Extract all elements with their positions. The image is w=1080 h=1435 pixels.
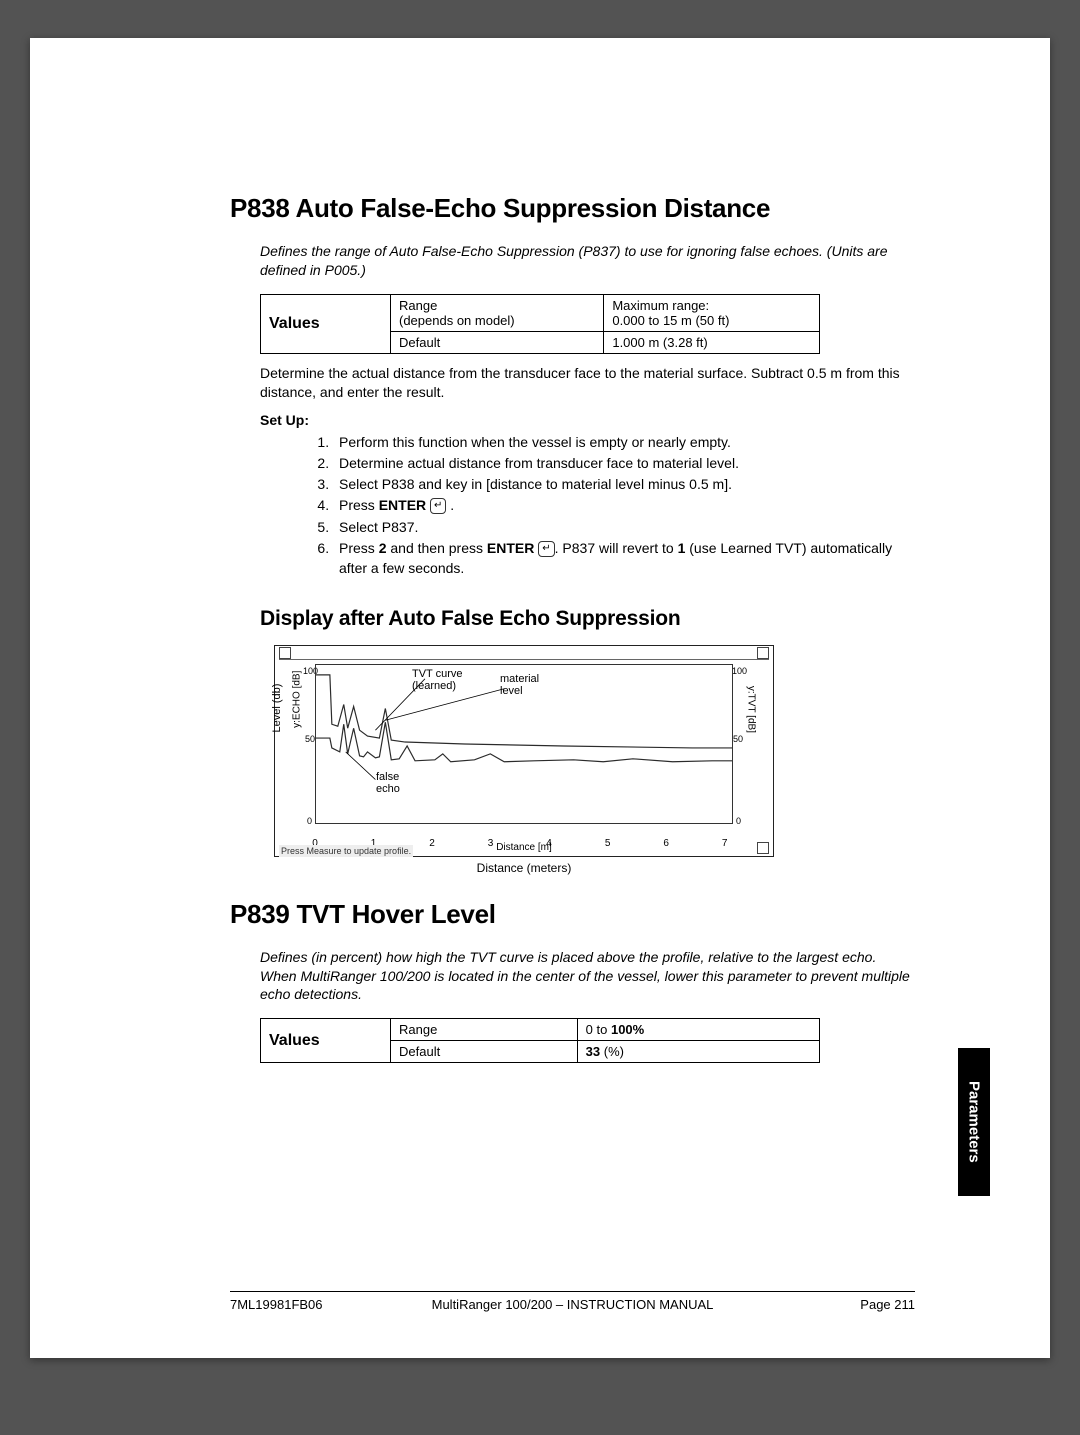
heading-p839: P839 TVT Hover Level [230,899,915,930]
echo-chart: Level (db) y:ECHO [dB] y:TVT [dB] 0 50 1… [274,645,774,875]
list-item: Perform this function when the vessel is… [333,432,915,452]
echo-curve [316,722,732,762]
x-tick: 6 [663,838,669,849]
x-tick: 5 [605,838,611,849]
list-item: Select P837. [333,517,915,537]
y-axis-inner-label-left: y:ECHO [dB] [292,670,303,727]
list-item: Press 2 and then press ENTER ↵. P837 wil… [333,538,915,579]
page-footer: 7ML19981FB06 MultiRanger 100/200 – INSTR… [230,1297,915,1312]
callout-tvt: TVT curve (learned) [412,668,463,692]
footer-rule [230,1291,915,1292]
table-cell: Range [391,1019,578,1041]
values-label: Values [261,294,391,353]
x-axis-label: Distance [m] [496,842,552,853]
chart-frame: Level (db) y:ECHO [dB] y:TVT [dB] 0 50 1… [274,645,774,857]
y-axis-outer-label: Level (db) [271,683,283,732]
chart-caption: Distance (meters) [274,861,774,875]
values-table-p839: Values Range 0 to 100% Default 33 (%) [260,1018,820,1063]
table-cell: 33 (%) [577,1041,819,1063]
setup-label: Set Up: [260,412,915,428]
side-tab-parameters: Parameters [958,1048,990,1196]
heading-chart: Display after Auto False Echo Suppressio… [260,607,915,631]
x-tick: 7 [722,838,728,849]
list-item: Select P838 and key in [distance to mate… [333,474,915,494]
heading-p838: P838 Auto False-Echo Suppression Distanc… [230,193,915,224]
y-tick: 50 [733,734,743,744]
footer-page-number: Page 211 [860,1297,915,1312]
footer-doc-id: 7ML19981FB06 [230,1297,323,1312]
setup-steps: Perform this function when the vessel is… [315,432,915,579]
chart-corner-icon [757,842,769,854]
y-tick: 0 [736,816,741,826]
values-table-p838: Values Range (depends on model) Maximum … [260,294,820,354]
callout-false-echo: false echo [376,771,400,795]
footer-doc-title: MultiRanger 100/200 – INSTRUCTION MANUAL [432,1297,714,1312]
list-item: Press ENTER ↵ . [333,495,915,515]
list-item: Determine actual distance from transduce… [333,453,915,473]
x-tick: 3 [488,838,494,849]
chart-status-text: Press Measure to update profile. [279,845,413,857]
desc-p838: Defines the range of Auto False-Echo Sup… [260,242,915,280]
document-page: P838 Auto False-Echo Suppression Distanc… [30,38,1050,1358]
table-cell: Default [391,331,604,353]
y-tick: 50 [305,734,315,744]
table-cell: Maximum range: 0.000 to 15 m (50 ft) [604,294,820,331]
y-tick: 0 [307,816,312,826]
enter-key-icon: ↵ [430,498,446,514]
desc-p839: Defines (in percent) how high the TVT cu… [260,948,915,1005]
enter-key-icon: ↵ [538,541,554,557]
table-cell: Range (depends on model) [391,294,604,331]
values-label: Values [261,1019,391,1063]
callout-material: material level [500,673,539,697]
table-cell: 0 to 100% [577,1019,819,1041]
y-tick: 100 [732,666,747,676]
y-axis-inner-label-right: y:TVT [dB] [746,686,757,733]
table-cell: Default [391,1041,578,1063]
chart-top-ruler [279,646,769,660]
table-cell: 1.000 m (3.28 ft) [604,331,820,353]
chart-plot-area: TVT curve (learned) material level false… [315,664,733,824]
x-tick: 2 [429,838,435,849]
callout-line [385,688,504,720]
body-text: Determine the actual distance from the t… [260,364,915,402]
